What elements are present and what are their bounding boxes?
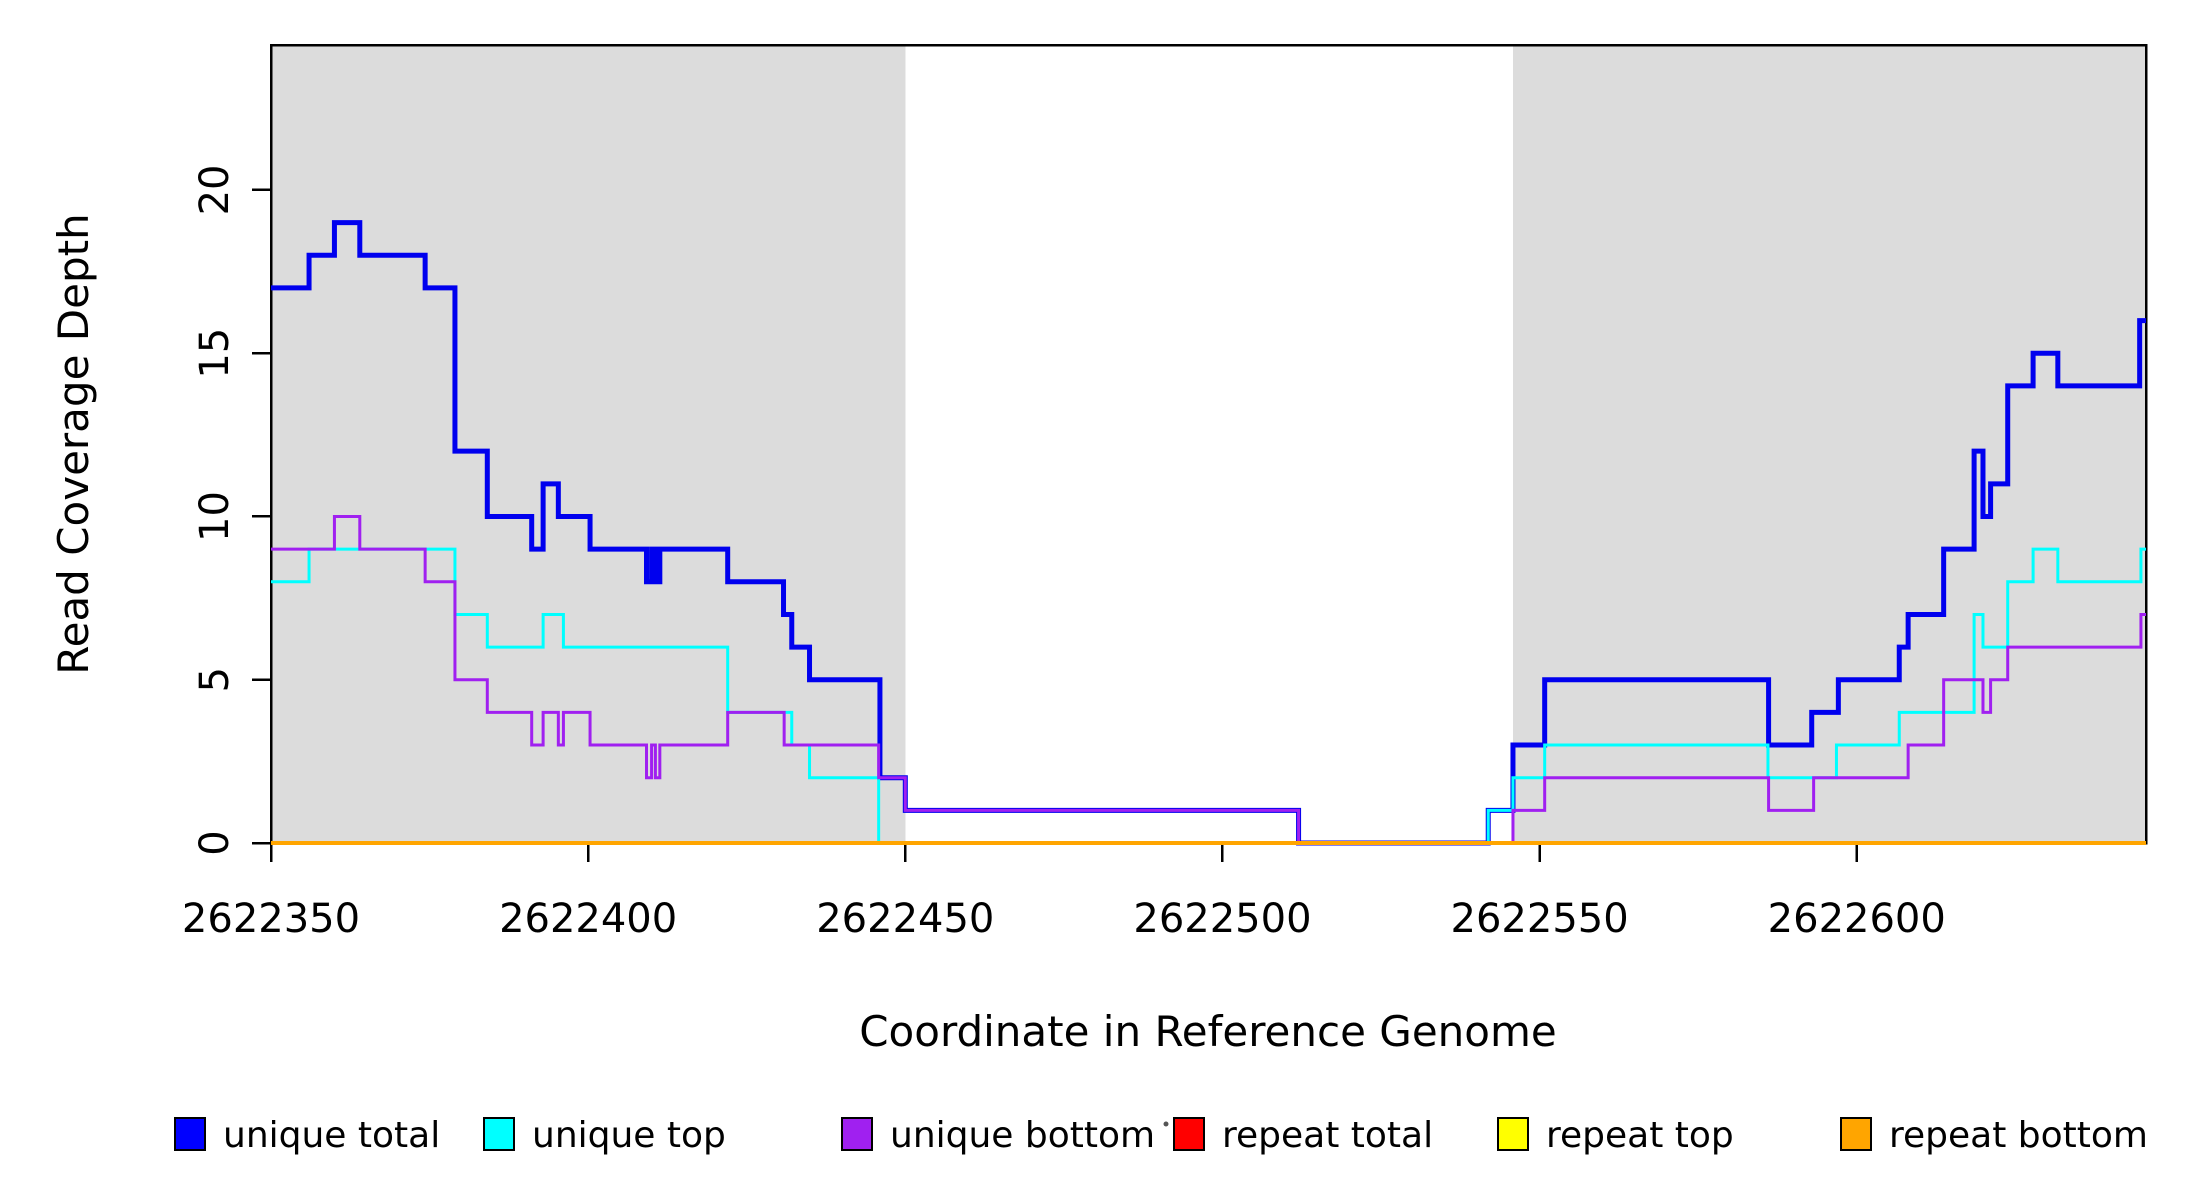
series-unique-total — [271, 220, 2146, 846]
x-tick-label: 2622350 — [182, 896, 360, 942]
legend-label: repeat total — [1222, 1115, 1433, 1156]
legend-swatch-unique-bottom — [841, 1117, 873, 1151]
legend-label: unique total — [223, 1115, 440, 1156]
legend-entry: repeat top — [1497, 1115, 1734, 1156]
x-tick-label: 2622600 — [1768, 896, 1946, 942]
legend-label: repeat bottom — [1889, 1115, 2148, 1156]
shaded-region — [1512, 45, 2146, 843]
x-tick-label: 2622400 — [499, 896, 677, 942]
x-tick-label: 2622550 — [1451, 896, 1629, 942]
y-tick-label: 10 — [192, 491, 238, 542]
legend-swatch-repeat-top — [1497, 1117, 1529, 1151]
legend-label: repeat top — [1546, 1115, 1734, 1156]
series-unique-top — [271, 547, 2146, 845]
y-tick-label: 15 — [192, 328, 238, 379]
legend-entry: unique bottom — [841, 1115, 1155, 1156]
legend-label: unique top — [532, 1115, 726, 1156]
x-tick-label: 2622500 — [1133, 896, 1311, 942]
chart-legend: unique total unique top unique bottom repea… — [174, 1115, 2148, 1156]
legend-artifact-dot — [1163, 1121, 1169, 1127]
legend-entry: unique top — [483, 1115, 726, 1156]
series-unique-bottom — [271, 514, 2146, 845]
legend-swatch-unique-top — [483, 1117, 515, 1151]
legend-label: unique bottom — [890, 1115, 1155, 1156]
shaded-region — [271, 45, 906, 843]
legend-swatch-repeat-bottom — [1840, 1117, 1872, 1151]
legend-entry: repeat bottom — [1840, 1115, 2148, 1156]
x-tick-label: 2622450 — [816, 896, 994, 942]
y-tick-label: 5 — [192, 667, 238, 692]
legend-swatch-unique-total — [174, 1117, 206, 1151]
y-tick-label: 20 — [192, 165, 238, 216]
legend-swatch-repeat-total — [1173, 1117, 1205, 1151]
x-axis-title: Coordinate in Reference Genome — [859, 1007, 1557, 1056]
y-tick-label: 0 — [192, 830, 238, 855]
legend-entry: repeat total — [1173, 1115, 1433, 1156]
y-axis-title: Read Coverage Depth — [49, 213, 98, 674]
legend-entry: unique total — [174, 1115, 440, 1156]
